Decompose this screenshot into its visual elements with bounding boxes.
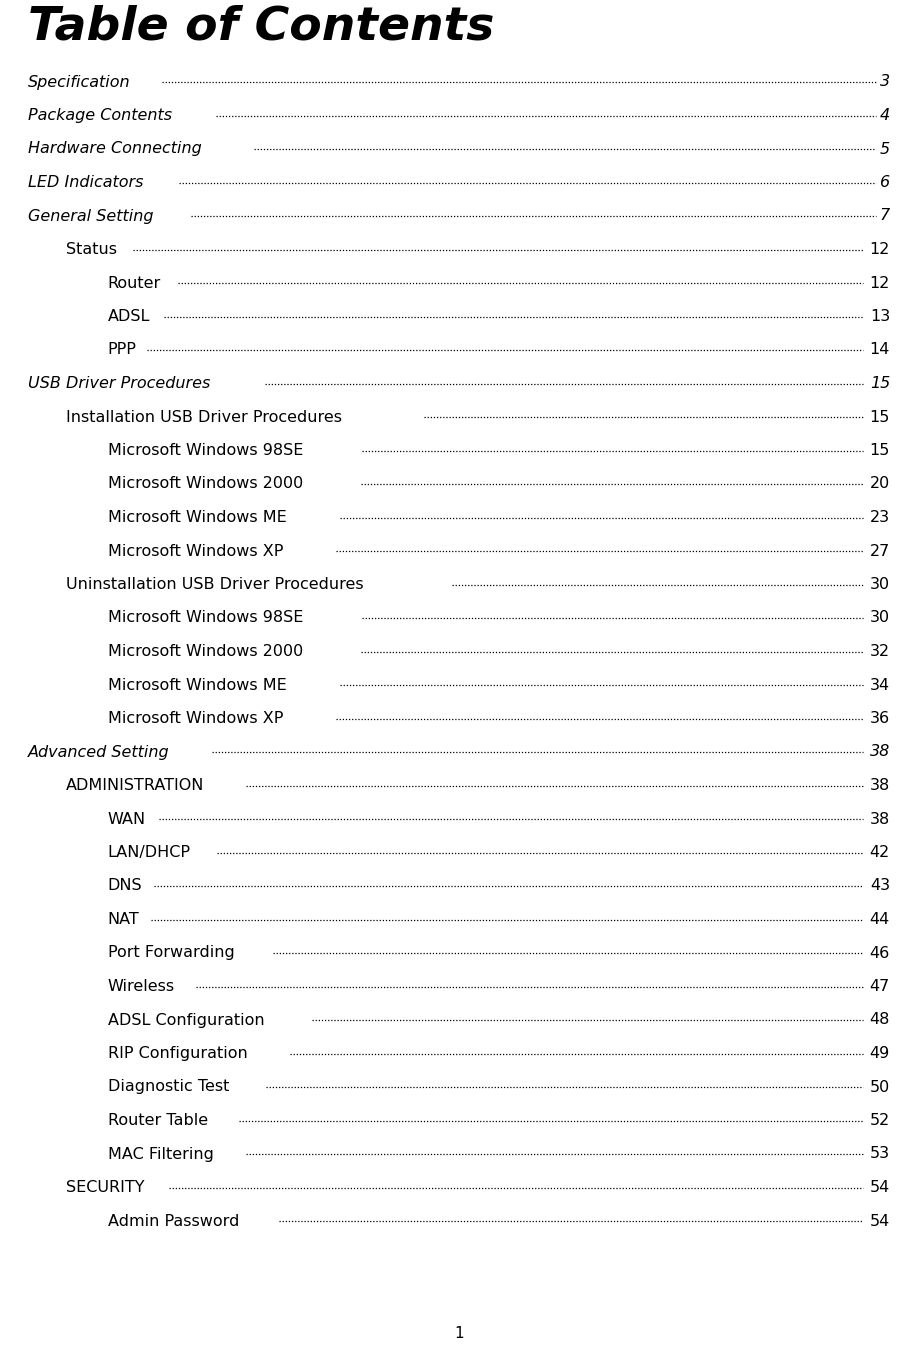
Text: RIP Configuration: RIP Configuration xyxy=(107,1046,247,1061)
Text: Diagnostic Test: Diagnostic Test xyxy=(107,1080,229,1095)
Text: 54: 54 xyxy=(869,1180,890,1195)
Text: 4: 4 xyxy=(879,108,890,123)
Text: Advanced Setting: Advanced Setting xyxy=(28,744,169,760)
Text: 44: 44 xyxy=(869,912,890,927)
Text: 15: 15 xyxy=(869,443,890,458)
Text: SECURITY: SECURITY xyxy=(65,1180,144,1195)
Text: ADMINISTRATION: ADMINISTRATION xyxy=(65,778,204,793)
Text: 12: 12 xyxy=(869,275,890,290)
Text: 27: 27 xyxy=(869,543,890,558)
Text: Installation USB Driver Procedures: Installation USB Driver Procedures xyxy=(65,409,341,424)
Text: Microsoft Windows 2000: Microsoft Windows 2000 xyxy=(107,477,303,492)
Text: 15: 15 xyxy=(869,409,890,424)
Text: Microsoft Windows 98SE: Microsoft Windows 98SE xyxy=(107,611,303,626)
Text: DNS: DNS xyxy=(107,878,142,893)
Text: Specification: Specification xyxy=(28,75,130,89)
Text: Status: Status xyxy=(65,243,117,257)
Text: Admin Password: Admin Password xyxy=(107,1214,239,1229)
Text: Wireless: Wireless xyxy=(107,980,174,995)
Text: ADSL Configuration: ADSL Configuration xyxy=(107,1012,264,1027)
Text: Microsoft Windows XP: Microsoft Windows XP xyxy=(107,711,283,726)
Text: 23: 23 xyxy=(870,509,890,524)
Text: Port Forwarding: Port Forwarding xyxy=(107,946,234,961)
Text: 34: 34 xyxy=(870,678,890,692)
Text: 13: 13 xyxy=(869,309,890,324)
Text: General Setting: General Setting xyxy=(28,209,153,224)
Text: NAT: NAT xyxy=(107,912,140,927)
Text: 38: 38 xyxy=(869,778,890,793)
Text: 53: 53 xyxy=(870,1146,890,1161)
Text: WAN: WAN xyxy=(107,812,146,827)
Text: 43: 43 xyxy=(870,878,890,893)
Text: 6: 6 xyxy=(879,175,890,190)
Text: 52: 52 xyxy=(869,1112,890,1127)
Text: 30: 30 xyxy=(870,577,890,592)
Text: 38: 38 xyxy=(869,744,890,760)
Text: Uninstallation USB Driver Procedures: Uninstallation USB Driver Procedures xyxy=(65,577,364,592)
Text: Microsoft Windows XP: Microsoft Windows XP xyxy=(107,543,283,558)
Text: Microsoft Windows 2000: Microsoft Windows 2000 xyxy=(107,644,303,659)
Text: 7: 7 xyxy=(879,209,890,224)
Text: 30: 30 xyxy=(870,611,890,626)
Text: 36: 36 xyxy=(870,711,890,726)
Text: 14: 14 xyxy=(869,343,890,358)
Text: MAC Filtering: MAC Filtering xyxy=(107,1146,213,1161)
Text: 15: 15 xyxy=(869,375,890,392)
Text: USB Driver Procedures: USB Driver Procedures xyxy=(28,375,210,392)
Text: Microsoft Windows ME: Microsoft Windows ME xyxy=(107,509,286,524)
Text: Hardware Connecting: Hardware Connecting xyxy=(28,141,201,156)
Text: 49: 49 xyxy=(869,1046,890,1061)
Text: ADSL: ADSL xyxy=(107,309,150,324)
Text: PPP: PPP xyxy=(107,343,137,358)
Text: Microsoft Windows ME: Microsoft Windows ME xyxy=(107,678,286,692)
Text: 5: 5 xyxy=(879,141,890,156)
Text: 3: 3 xyxy=(879,75,890,89)
Text: Table of Contents: Table of Contents xyxy=(28,5,494,50)
Text: 12: 12 xyxy=(869,243,890,257)
Text: Router Table: Router Table xyxy=(107,1112,207,1127)
Text: 20: 20 xyxy=(869,477,890,492)
Text: LED Indicators: LED Indicators xyxy=(28,175,143,190)
Text: 38: 38 xyxy=(869,812,890,827)
Text: 54: 54 xyxy=(869,1214,890,1229)
Text: Router: Router xyxy=(107,275,161,290)
Text: 48: 48 xyxy=(869,1012,890,1027)
Text: 32: 32 xyxy=(870,644,890,659)
Text: 1: 1 xyxy=(454,1325,464,1340)
Text: Microsoft Windows 98SE: Microsoft Windows 98SE xyxy=(107,443,303,458)
Text: 50: 50 xyxy=(869,1080,890,1095)
Text: LAN/DHCP: LAN/DHCP xyxy=(107,846,191,860)
Text: Package Contents: Package Contents xyxy=(28,108,172,123)
Text: 46: 46 xyxy=(869,946,890,961)
Text: 47: 47 xyxy=(869,980,890,995)
Text: 42: 42 xyxy=(869,846,890,860)
